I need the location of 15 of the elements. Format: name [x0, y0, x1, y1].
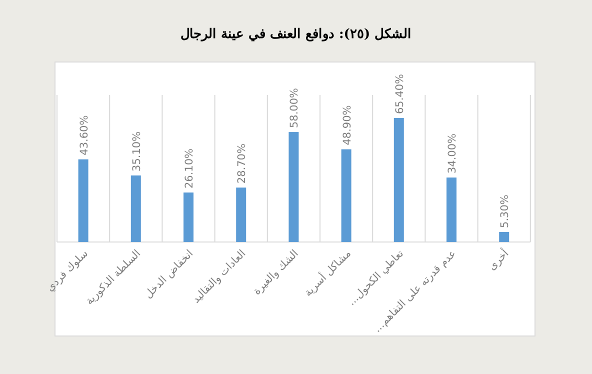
x-tick-label: سلوك فردي [44, 248, 90, 294]
data-label: 5.30% [499, 194, 512, 228]
data-label: 35.10% [130, 131, 143, 172]
x-tick-label: أخرى [484, 246, 512, 273]
data-label: 58.00% [288, 88, 301, 128]
data-label: 43.60% [78, 115, 90, 156]
title: الشكل (٢٥): دوافع العنف في عينة الرجال [180, 27, 412, 42]
x-tick-label: مشاكل أسرية [300, 246, 354, 299]
data-label: 48.90% [341, 105, 354, 146]
data-label: 65.40% [394, 74, 406, 114]
x-tick-label: الشك والغيرة [251, 248, 301, 298]
x-tick-label: انخفاض الدخل [142, 248, 196, 301]
data-label: 26.10% [184, 148, 196, 189]
data-label: 28.70% [236, 144, 248, 184]
data-label: 34.00% [446, 133, 458, 174]
